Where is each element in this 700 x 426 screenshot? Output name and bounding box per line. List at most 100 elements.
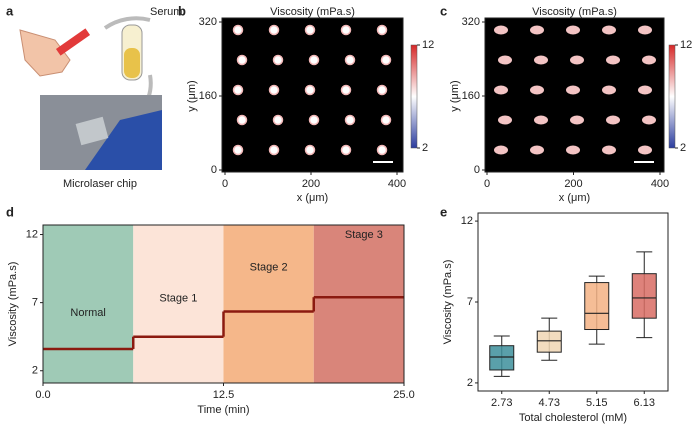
- stage-label: Stage 2: [250, 261, 288, 273]
- droplet: [602, 145, 616, 155]
- droplet: [232, 24, 244, 36]
- colorbar-tick-label: 2: [680, 142, 686, 154]
- illustration-label: Microlaser chip: [63, 178, 137, 190]
- droplet: [304, 24, 316, 36]
- droplet: [304, 84, 316, 96]
- droplet: [494, 85, 508, 95]
- droplet: [638, 85, 652, 95]
- panel-label: b: [178, 3, 186, 18]
- droplet: [566, 25, 580, 35]
- droplet: [268, 84, 280, 96]
- x-tick-label: 200: [564, 178, 582, 190]
- droplet: [340, 84, 352, 96]
- x-tick-label: 5.15: [586, 397, 607, 409]
- stage-label: Stage 1: [159, 293, 197, 305]
- droplet: [376, 84, 388, 96]
- droplet: [344, 54, 356, 66]
- stage-label: Stage 3: [345, 229, 383, 241]
- droplet: [494, 25, 508, 35]
- droplet: [376, 24, 388, 36]
- y-axis-label: Viscosity (mPa.s): [442, 260, 454, 345]
- box: [489, 345, 515, 371]
- droplet: [570, 55, 584, 65]
- droplet: [304, 144, 316, 156]
- droplet: [272, 114, 284, 126]
- y-tick-label: 2: [467, 377, 473, 389]
- x-tick-label: 200: [302, 178, 320, 190]
- y-axis-label: Viscosity (mPa.s): [7, 262, 19, 347]
- frame: [221, 17, 404, 173]
- droplet: [308, 114, 320, 126]
- x-axis-label: Time (min): [197, 404, 249, 416]
- frame: [484, 17, 665, 173]
- droplet: [272, 54, 284, 66]
- x-tick-label: 2.73: [491, 397, 512, 409]
- y-tick-label: 0: [474, 164, 480, 176]
- stage-band: [223, 225, 314, 383]
- colorbar-tick-label: 2: [422, 142, 428, 154]
- droplet: [380, 54, 392, 66]
- droplet: [498, 115, 512, 125]
- y-axis-label: y (μm): [449, 80, 461, 111]
- droplet: [340, 24, 352, 36]
- colorbar: [410, 44, 418, 149]
- stage-band: [313, 225, 404, 383]
- box: [584, 282, 610, 331]
- droplet: [534, 55, 548, 65]
- droplet: [638, 25, 652, 35]
- droplet: [340, 144, 352, 156]
- y-tick-label: 12: [461, 215, 473, 227]
- droplet: [232, 144, 244, 156]
- x-axis-label: Total cholesterol (mM): [519, 412, 627, 424]
- droplet: [602, 25, 616, 35]
- chart-title: Viscosity (mPa.s): [532, 6, 617, 18]
- panel-label: d: [6, 204, 14, 219]
- droplet: [380, 114, 392, 126]
- y-tick-label: 0: [211, 164, 217, 176]
- droplet: [530, 145, 544, 155]
- stage-band: [133, 225, 224, 383]
- droplet: [566, 145, 580, 155]
- chart-title: Viscosity (mPa.s): [270, 6, 355, 18]
- droplet: [498, 55, 512, 65]
- x-tick-label: 0: [484, 178, 490, 190]
- droplet: [566, 85, 580, 95]
- droplet: [602, 85, 616, 95]
- colorbar-tick-label: 12: [680, 39, 692, 51]
- droplet: [642, 115, 656, 125]
- x-tick-label: 12.5: [213, 389, 234, 401]
- stage-label: Normal: [70, 307, 105, 319]
- x-tick-label: 0.0: [35, 389, 50, 401]
- droplet: [642, 55, 656, 65]
- x-tick-label: 400: [651, 178, 669, 190]
- y-tick-label: 320: [199, 16, 217, 28]
- colorbar-tick-label: 12: [422, 39, 434, 51]
- y-tick-label: 7: [32, 297, 38, 309]
- droplet: [236, 114, 248, 126]
- droplet: [236, 54, 248, 66]
- box: [536, 330, 562, 353]
- droplet: [494, 145, 508, 155]
- droplet: [638, 145, 652, 155]
- x-tick-label: 400: [388, 178, 406, 190]
- illustration-label: Serum: [150, 6, 182, 18]
- droplet: [268, 24, 280, 36]
- y-tick-label: 12: [26, 228, 38, 240]
- x-tick-label: 25.0: [393, 389, 414, 401]
- y-tick-label: 320: [462, 16, 480, 28]
- x-tick-label: 4.73: [539, 397, 560, 409]
- x-tick-label: 6.13: [634, 397, 655, 409]
- y-tick-label: 2: [32, 365, 38, 377]
- droplet: [534, 115, 548, 125]
- stage-band: [43, 225, 134, 383]
- box: [631, 273, 657, 319]
- droplet: [606, 115, 620, 125]
- droplet: [268, 144, 280, 156]
- droplet: [530, 25, 544, 35]
- x-tick-label: 0: [222, 178, 228, 190]
- y-tick-label: 160: [462, 90, 480, 102]
- droplet: [530, 85, 544, 95]
- colorbar: [668, 44, 676, 149]
- x-axis-label: x (μm): [559, 192, 590, 204]
